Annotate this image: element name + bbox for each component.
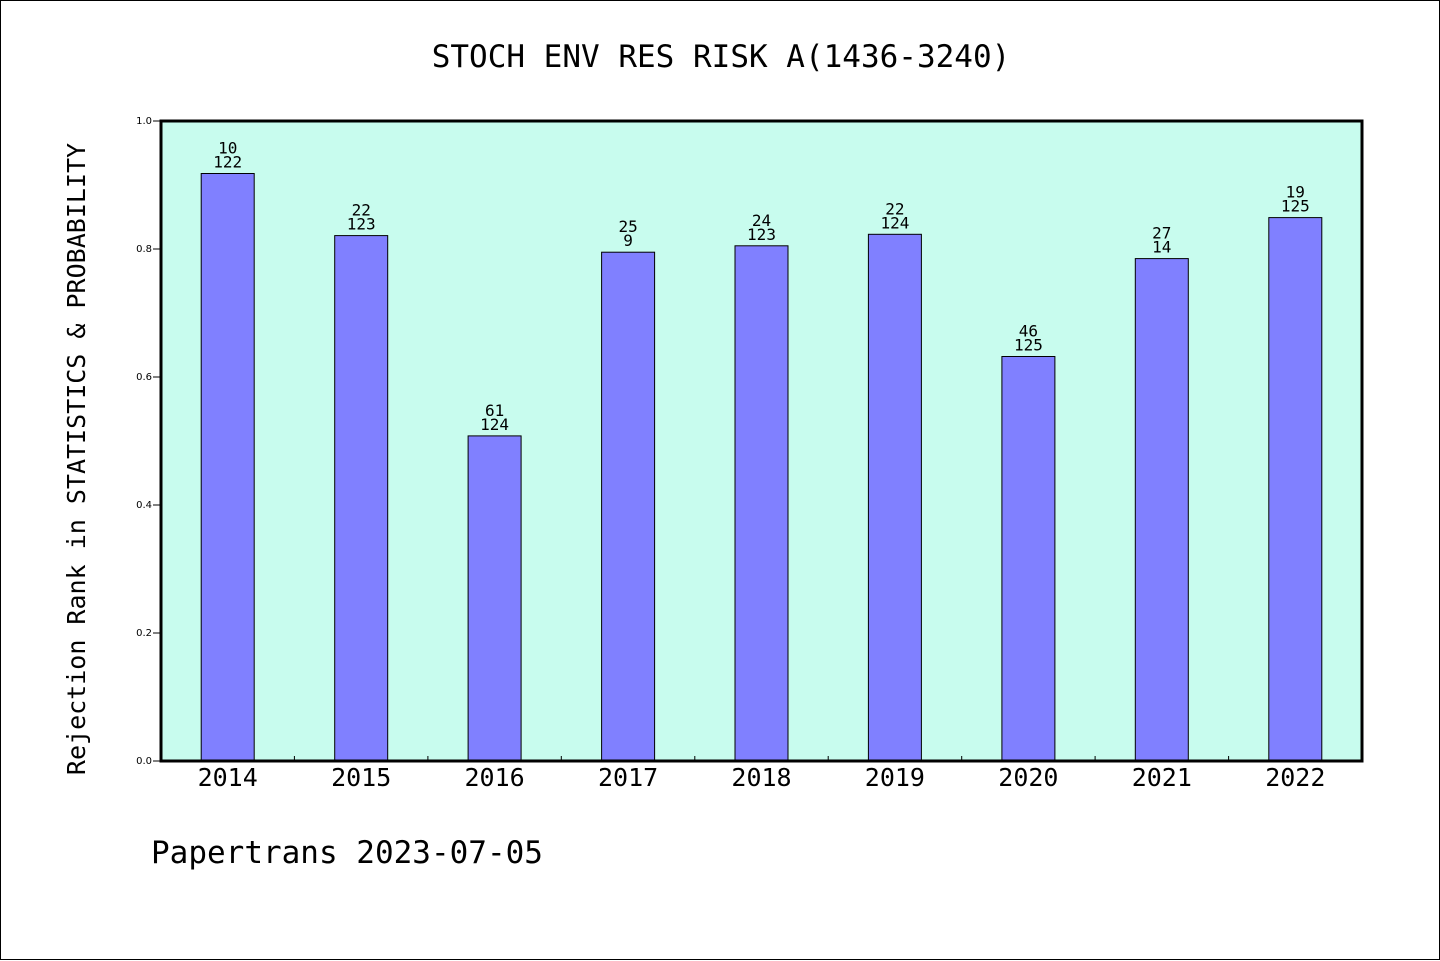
bars-group bbox=[200, 173, 1323, 762]
bar-label-bottom: 124 bbox=[880, 213, 909, 232]
bar-2016 bbox=[467, 435, 522, 762]
y-tick-label: 0.0 bbox=[136, 756, 152, 767]
bar-2018 bbox=[734, 245, 789, 762]
y-tick-label: 1.0 bbox=[136, 116, 152, 127]
bar-label-top: 46 bbox=[1019, 322, 1038, 341]
bar-label-bottom: 125 bbox=[1281, 197, 1310, 216]
y-axis-label: Rejection Rank in STATISTICS & PROBABILI… bbox=[62, 143, 91, 775]
bar-2022 bbox=[1268, 217, 1323, 762]
bar-label-top: 61 bbox=[485, 401, 504, 420]
bar-label-bottom: 122 bbox=[213, 153, 242, 172]
y-axis-ticks: 0.0 0.2 0.4 0.6 0.8 1.0 bbox=[136, 116, 161, 767]
bar-label-top: 22 bbox=[352, 201, 371, 220]
bar-label-bottom: 14 bbox=[1152, 238, 1171, 257]
chart-title: STOCH ENV RES RISK A(1436-3240) bbox=[432, 39, 1011, 75]
y-tick-label: 0.2 bbox=[136, 628, 152, 639]
bar-2015 bbox=[334, 235, 389, 762]
bar-2017 bbox=[601, 251, 656, 762]
x-tick-label: 2016 bbox=[464, 763, 524, 792]
x-axis-ticks: 2014 2015 2016 2017 2018 2019 2020 2021 2022 bbox=[198, 756, 1325, 792]
x-tick-label: 2014 bbox=[198, 763, 258, 792]
bar-label-top: 25 bbox=[618, 217, 637, 236]
plot-border bbox=[159, 119, 1364, 763]
x-tick-label: 2021 bbox=[1132, 763, 1192, 792]
bar-labels-group: 1012222123611242592412322124461252714191… bbox=[213, 139, 1310, 434]
bar-2021 bbox=[1134, 258, 1189, 762]
bar-label-bottom: 125 bbox=[1014, 336, 1043, 355]
bar-label-bottom: 123 bbox=[347, 215, 376, 234]
bar-label-bottom: 124 bbox=[480, 415, 509, 434]
x-tick-label: 2017 bbox=[598, 763, 658, 792]
x-tick-label: 2019 bbox=[865, 763, 925, 792]
y-tick-label: 0.6 bbox=[136, 372, 152, 383]
y-tick-label: 0.8 bbox=[136, 244, 152, 255]
x-tick-label: 2018 bbox=[731, 763, 791, 792]
bar-label-top: 19 bbox=[1286, 183, 1305, 202]
bar-label-bottom: 9 bbox=[623, 231, 633, 250]
bar-label-top: 24 bbox=[752, 211, 771, 230]
bar-label-top: 27 bbox=[1152, 224, 1171, 243]
bar-label-bottom: 123 bbox=[747, 225, 776, 244]
footer-credit: Papertrans 2023-07-05 bbox=[151, 835, 543, 871]
y-tick-label: 0.4 bbox=[136, 500, 152, 511]
bar-2020 bbox=[1001, 356, 1056, 762]
bar-2014 bbox=[200, 173, 255, 762]
bar-label-top: 22 bbox=[885, 199, 904, 218]
bar-label-top: 10 bbox=[218, 139, 237, 158]
bar-2019 bbox=[867, 233, 922, 762]
x-tick-label: 2022 bbox=[1265, 763, 1325, 792]
x-tick-label: 2020 bbox=[998, 763, 1058, 792]
x-tick-label: 2015 bbox=[331, 763, 391, 792]
